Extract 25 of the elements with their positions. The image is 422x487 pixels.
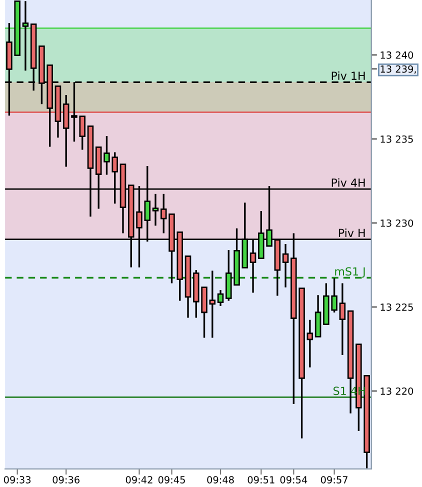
ref-line-label: Piv H [338, 228, 365, 237]
y-tick-label: 13 230 [380, 219, 414, 227]
x-tick-label: 09:57 [320, 476, 348, 484]
candlestick [306, 319, 314, 368]
ref-line-label: Piv 1H [332, 71, 365, 80]
ref-line-label: Piv 4H [332, 178, 365, 187]
ref-line-label: S1 4H [334, 386, 365, 396]
y-tick-label: 13 239, [380, 65, 416, 74]
x-tick-label: 09:42 [126, 476, 152, 484]
candlestick [282, 243, 289, 288]
x-tick-label: 09:51 [248, 476, 274, 484]
x-tick-label: 09:36 [52, 476, 80, 484]
x-tick-label: 09:48 [207, 476, 234, 484]
candlestick [152, 193, 159, 227]
y-tick-label: 13 240 [380, 51, 414, 59]
candlestick [209, 270, 216, 339]
y-tick-label: 13 225 [380, 303, 413, 311]
y-tick-label: 13 235 [380, 135, 413, 143]
x-tick-label: 09:45 [158, 476, 185, 484]
candlestick [217, 289, 224, 307]
candlestick [339, 282, 346, 356]
ref-line-label: mS1 J [335, 267, 365, 278]
x-tick-label: 09:33 [4, 476, 31, 484]
x-tick-label: 09:54 [280, 476, 308, 484]
y-tick-label: 13 220 [380, 387, 414, 395]
